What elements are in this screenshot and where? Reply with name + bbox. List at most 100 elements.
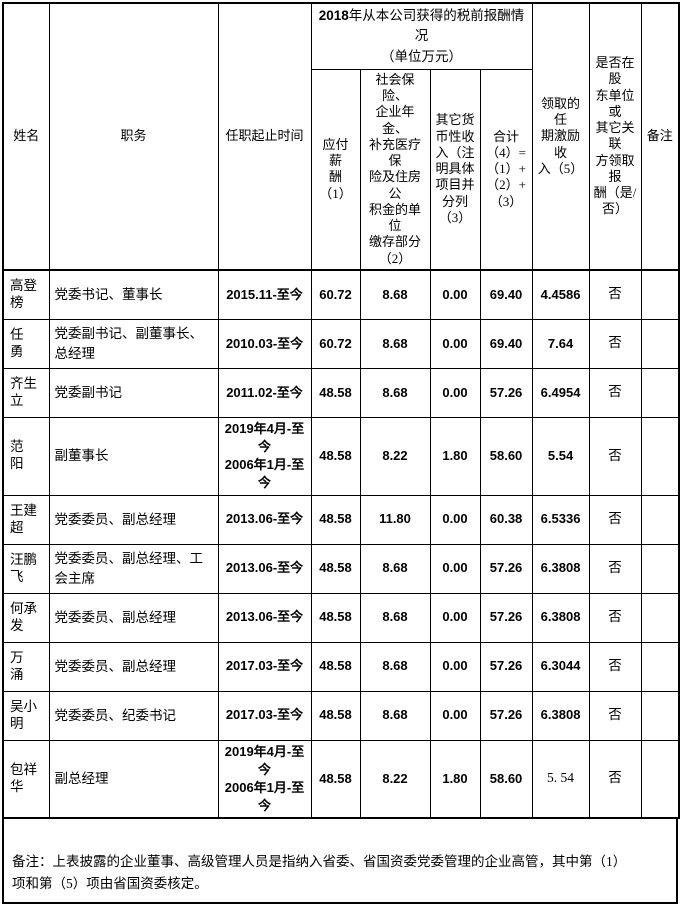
header-total: 合计 （4）= （1）+ （2）+ （3） (479, 68, 533, 271)
cell-position: 党委副书记、副董事长、总经理 (48, 318, 219, 369)
cell-salary: 48.58 (310, 739, 361, 819)
header-group-year: 2018 (318, 8, 349, 23)
cell-remark (640, 739, 680, 819)
cell-position: 党委副书记 (48, 367, 219, 418)
cell-name: 万 涌 (2, 641, 50, 692)
cell-term: 2019年4月-至今 2006年1月-至今 (217, 416, 312, 496)
cell-insurance: 8.68 (359, 641, 431, 692)
cell-position: 党委委员、副总经理 (48, 592, 219, 643)
cell-position: 党委委员、副总经理、工会主席 (48, 543, 219, 594)
cell-total: 58.60 (479, 416, 533, 496)
header-name: 姓名 (2, 2, 50, 271)
cell-name: 范 阳 (2, 416, 50, 496)
header-insurance: 社会保险、 企业年金、 补充医疗保 险及住房公 积金的单位 缴存部分 （2） (359, 68, 431, 271)
table-row: 高登榜 党委书记、董事长 2015.11-至今 60.72 8.68 0.00 69.40 4… (2, 269, 680, 320)
table-row: 汪鹏飞 党委委员、副总经理、工会主席 2013.06-至今 48.58 8.68 0.00… (2, 543, 680, 594)
cell-term: 2010.03-至今 (217, 318, 312, 369)
cell-other: 0.00 (429, 494, 481, 545)
cell-other: 1.80 (429, 416, 481, 496)
cell-salary: 48.58 (310, 543, 361, 594)
cell-shareholder: 否 (588, 641, 642, 692)
cell-remark (640, 494, 680, 545)
table-header: 姓名 职务 任职起止时间 2018年从本公司获得的税前报酬情况 （单位万元） 领取… (2, 2, 680, 271)
cell-position: 副总经理 (48, 739, 219, 819)
cell-remark (640, 367, 680, 418)
cell-insurance: 8.68 (359, 318, 431, 369)
cell-remark (640, 543, 680, 594)
cell-incentive: 6.3808 (531, 690, 590, 741)
cell-term: 2013.06-至今 (217, 543, 312, 594)
cell-position: 党委委员、副总经理 (48, 494, 219, 545)
cell-name: 吴小明 (2, 690, 50, 741)
cell-name: 王建超 (2, 494, 50, 545)
cell-name: 齐生立 (2, 367, 50, 418)
cell-position: 党委委员、副总经理 (48, 641, 219, 692)
cell-shareholder: 否 (588, 269, 642, 320)
table-row: 万 涌党委委员、副总经理 2017.03-至今 48.58 8.68 0.00 57.26… (2, 641, 680, 692)
table-row: 齐生立 党委副书记 2011.02-至今 48.58 8.68 0.00 57.26 6.49… (2, 367, 680, 418)
cell-incentive: 6.5336 (531, 494, 590, 545)
cell-salary: 48.58 (310, 641, 361, 692)
cell-salary: 60.72 (310, 269, 361, 320)
cell-remark (640, 690, 680, 741)
cell-total: 57.26 (479, 690, 533, 741)
cell-insurance: 8.68 (359, 269, 431, 320)
cell-other: 0.00 (429, 543, 481, 594)
cell-shareholder: 否 (588, 739, 642, 819)
cell-term: 2015.11-至今 (217, 269, 312, 320)
cell-total: 57.26 (479, 592, 533, 643)
cell-shareholder: 否 (588, 318, 642, 369)
cell-salary: 48.58 (310, 416, 361, 496)
cell-position: 党委书记、董事长 (48, 269, 219, 320)
cell-remark (640, 641, 680, 692)
cell-remark (640, 592, 680, 643)
cell-shareholder: 否 (588, 494, 642, 545)
cell-insurance: 8.68 (359, 690, 431, 741)
cell-shareholder: 否 (588, 592, 642, 643)
cell-insurance: 8.68 (359, 592, 431, 643)
cell-remark (640, 269, 680, 320)
cell-incentive: 6.3044 (531, 641, 590, 692)
cell-name: 包祥华 (2, 739, 50, 819)
cell-total: 57.26 (479, 543, 533, 594)
cell-total: 57.26 (479, 641, 533, 692)
cell-incentive: 6.4954 (531, 367, 590, 418)
table-row: 包祥华 副总经理 2019年4月-至今 2006年1月-至今 48.58 8.22 1.8… (2, 739, 680, 819)
cell-term: 2013.06-至今 (217, 592, 312, 643)
header-position: 职务 (48, 2, 219, 271)
table-row: 吴小明 党委委员、纪委书记 2017.03-至今 48.58 8.68 0.00 57.26… (2, 690, 680, 741)
header-other-income: 其它货 币性收 入（注 明具体 项目并 分列 （3） (429, 68, 481, 271)
cell-other: 0.00 (429, 690, 481, 741)
cell-other: 0.00 (429, 592, 481, 643)
header-salary: 应付 薪 酬 （1） (310, 68, 361, 271)
cell-shareholder: 否 (588, 690, 642, 741)
cell-position: 副董事长 (48, 416, 219, 496)
cell-other: 0.00 (429, 367, 481, 418)
cell-incentive: 6.3808 (531, 592, 590, 643)
cell-insurance: 8.68 (359, 367, 431, 418)
cell-total: 60.38 (479, 494, 533, 545)
cell-shareholder: 否 (588, 543, 642, 594)
table-row: 任 勇党委副书记、副董事长、总经理 2010.03-至今 60.72 8.68 0.00… (2, 318, 680, 369)
table-body: 高登榜 党委书记、董事长 2015.11-至今 60.72 8.68 0.00 69.40 4… (2, 269, 680, 819)
table-row: 范 阳副董事长 2019年4月-至今 2006年1月-至今 48.58 8.22 1.8… (2, 416, 680, 496)
cell-insurance: 11.80 (359, 494, 431, 545)
cell-salary: 48.58 (310, 592, 361, 643)
header-group-text: 年从本公司获得的税前报酬情况 (348, 8, 525, 44)
cell-insurance: 8.68 (359, 543, 431, 594)
cell-total: 57.26 (479, 367, 533, 418)
cell-insurance: 8.22 (359, 739, 431, 819)
header-term: 任职起止时间 (217, 2, 312, 271)
cell-incentive: 5. 54 (531, 739, 590, 819)
cell-name: 何承发 (2, 592, 50, 643)
cell-term: 2017.03-至今 (217, 690, 312, 741)
cell-other: 0.00 (429, 318, 481, 369)
cell-incentive: 7.64 (531, 318, 590, 369)
cell-other: 0.00 (429, 269, 481, 320)
cell-term: 2017.03-至今 (217, 641, 312, 692)
cell-salary: 48.58 (310, 367, 361, 418)
compensation-table: 姓名 职务 任职起止时间 2018年从本公司获得的税前报酬情况 （单位万元） 领取… (2, 2, 680, 820)
cell-name: 汪鹏飞 (2, 543, 50, 594)
cell-insurance: 8.22 (359, 416, 431, 496)
footnote: 备注：上表披露的企业董事、高级管理人员是指纳入省委、省国资委党委管理的企业高管，… (2, 819, 678, 904)
